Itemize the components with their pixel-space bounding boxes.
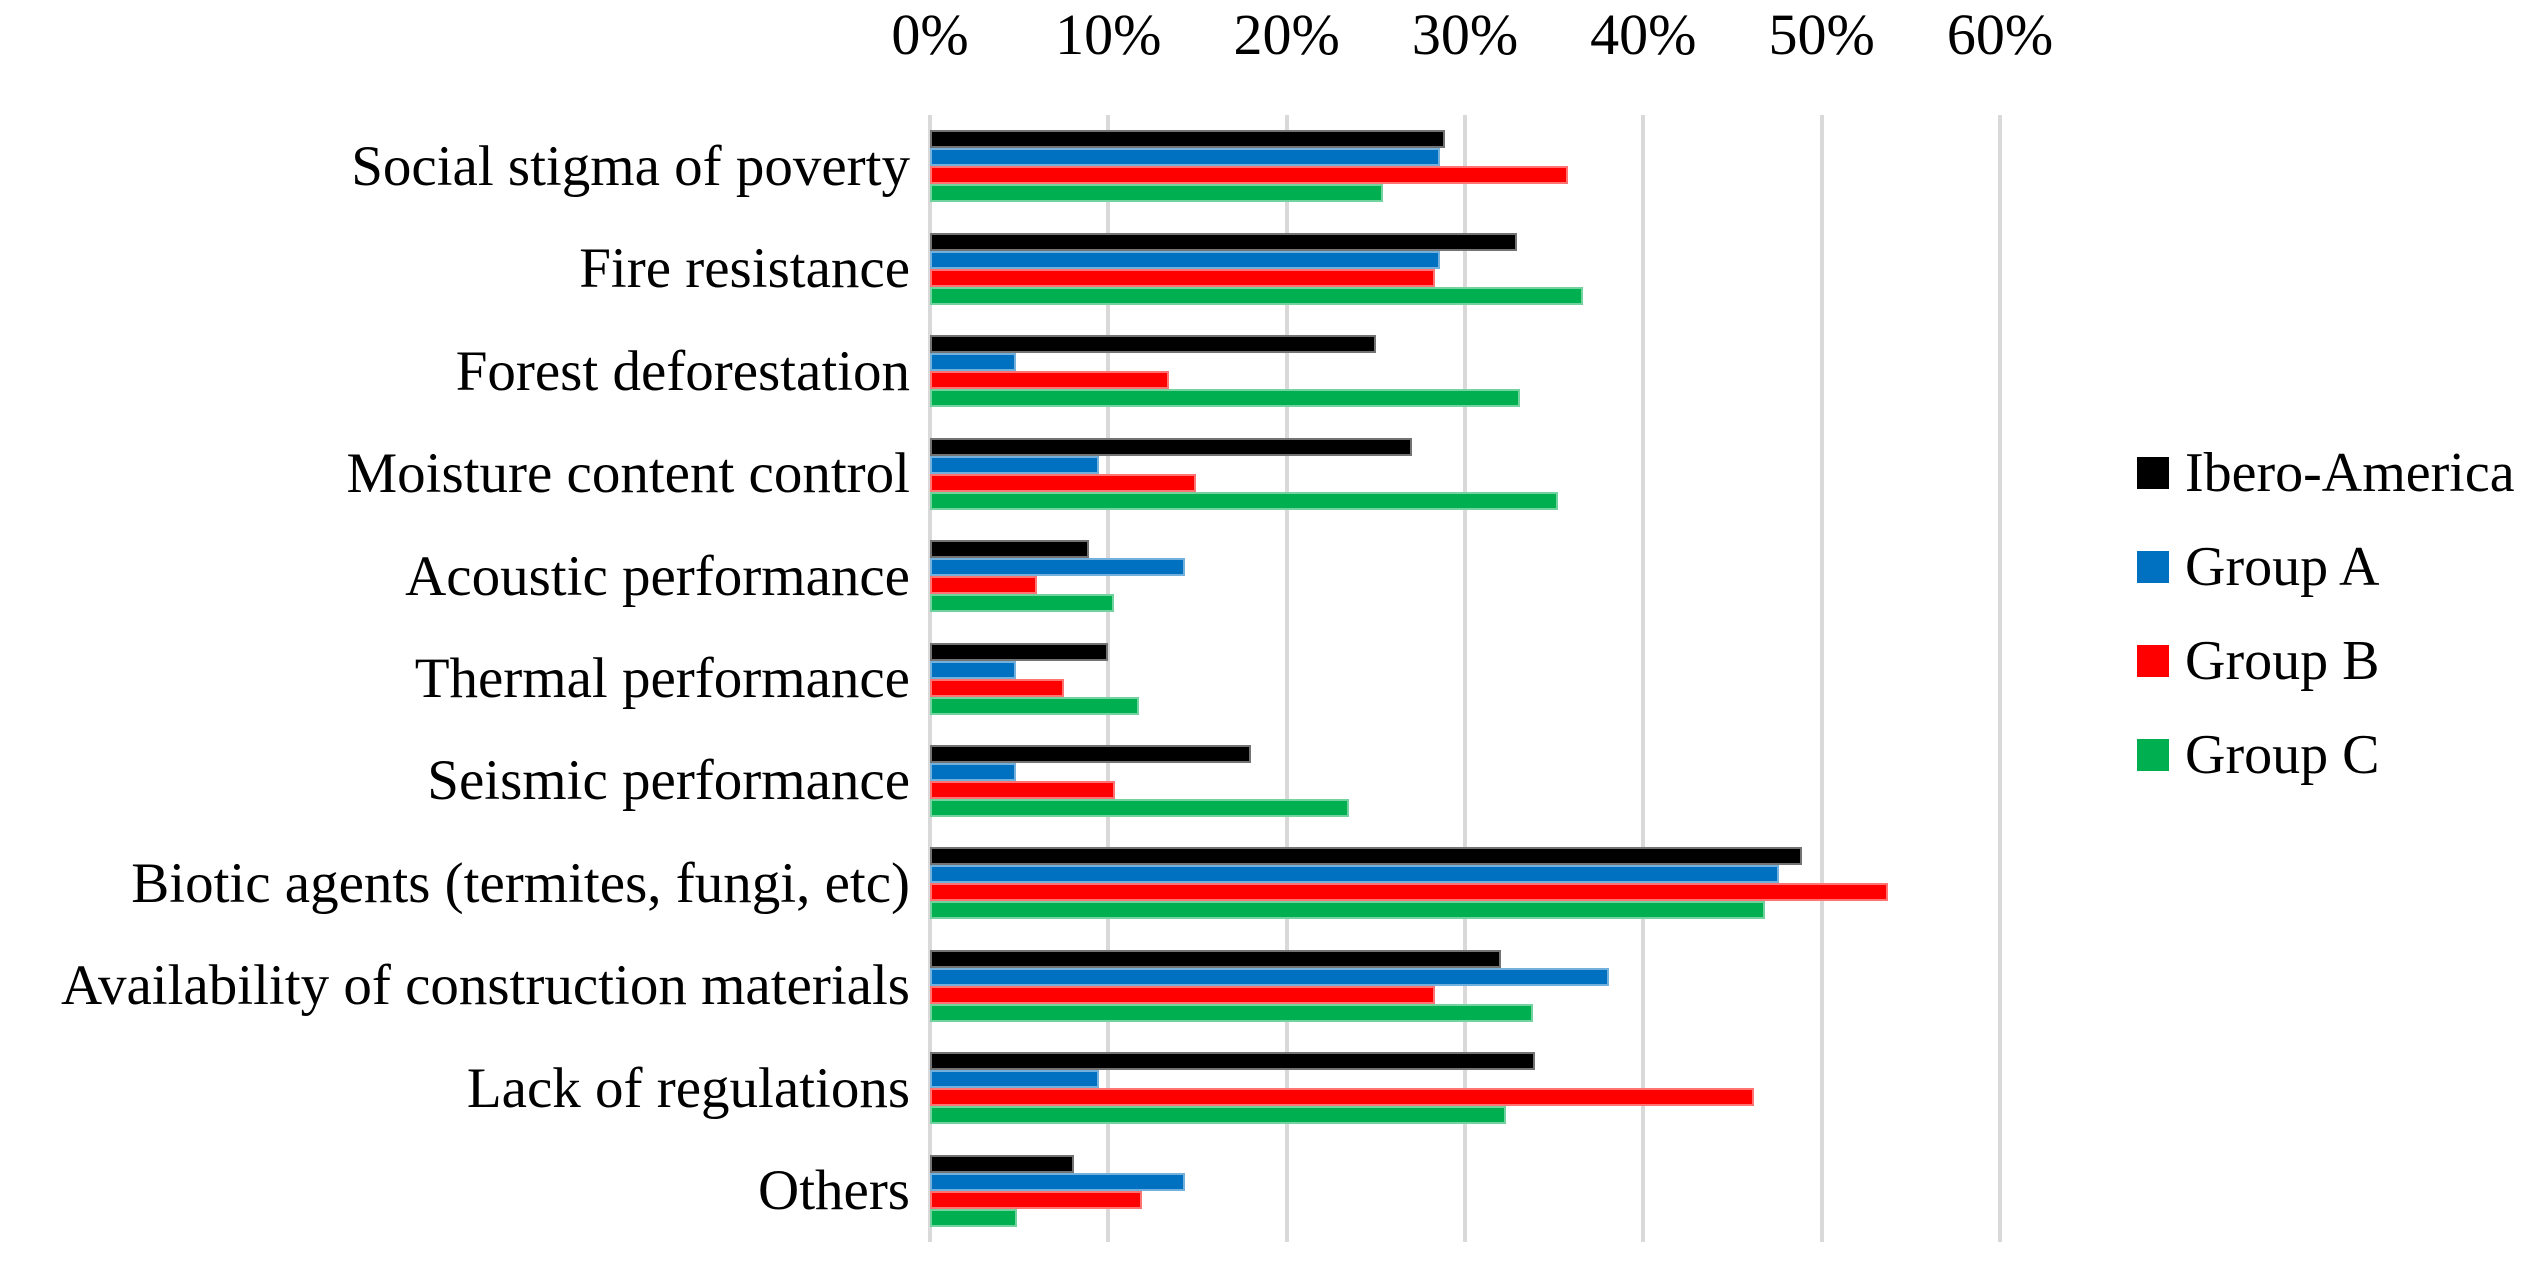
- category-label: Others: [758, 1159, 910, 1223]
- legend: Ibero-America Group A Group B Group C: [2137, 445, 2515, 783]
- gridline-10%: [1106, 115, 1111, 1242]
- legend-label: Group A: [2185, 536, 2380, 598]
- x-tick-label-20%: 20%: [1233, 2, 1340, 67]
- bar-ibero-america: [930, 437, 1412, 456]
- bar-group-c: [930, 1003, 1533, 1022]
- bar-group-c: [930, 184, 1383, 203]
- x-tick-label-40%: 40%: [1590, 2, 1697, 67]
- bar-group-c: [930, 1208, 1018, 1227]
- x-tick-label-60%: 60%: [1946, 2, 2054, 67]
- bar-group-c: [930, 594, 1114, 613]
- legend-item-group-b: Group B: [2137, 633, 2515, 689]
- bar-ibero-america: [930, 335, 1376, 354]
- legend-item-group-a: Group A: [2137, 539, 2515, 595]
- category-label: Thermal performance: [414, 646, 910, 710]
- gridline-60%: [1998, 115, 2002, 1242]
- bar-group-b: [930, 883, 1888, 902]
- bar-ibero-america: [930, 1154, 1075, 1173]
- bar-group-a: [930, 250, 1441, 269]
- gridline-30%: [1463, 115, 1467, 1242]
- bar-group-c: [930, 798, 1350, 817]
- bar-group-a: [930, 455, 1100, 474]
- bar-group-c: [930, 901, 1765, 920]
- gridline-50%: [1819, 115, 1824, 1242]
- bar-group-a: [930, 762, 1016, 781]
- legend-swatch-icon: [2137, 645, 2169, 677]
- legend-item-ibero-america: Ibero-America: [2137, 445, 2515, 501]
- category-label: Forest deforestation: [455, 339, 910, 403]
- bar-group-b: [930, 473, 1196, 492]
- bar-ibero-america: [930, 540, 1089, 559]
- bar-ibero-america: [930, 642, 1109, 661]
- legend-swatch-icon: [2137, 739, 2169, 771]
- bar-group-a: [930, 148, 1441, 167]
- category-label: Social stigma of poverty: [351, 134, 910, 198]
- category-label: Fire resistance: [579, 237, 910, 301]
- bar-group-b: [930, 1190, 1143, 1209]
- bar-group-a: [930, 967, 1610, 986]
- bar-group-a: [930, 558, 1186, 577]
- bar-group-c: [930, 286, 1583, 305]
- bar-group-a: [930, 1172, 1186, 1191]
- bar-group-b: [930, 371, 1169, 390]
- legend-label: Group B: [2185, 630, 2380, 692]
- bar-ibero-america: [930, 130, 1446, 149]
- bar-group-b: [930, 780, 1116, 799]
- bar-group-b: [930, 1088, 1754, 1107]
- bar-ibero-america: [930, 847, 1803, 866]
- bar-group-a: [930, 1070, 1100, 1089]
- bar-group-c: [930, 389, 1521, 408]
- x-tick-label-50%: 50%: [1768, 2, 1875, 67]
- category-label: Acoustic performance: [405, 544, 910, 608]
- bar-group-b: [930, 985, 1435, 1004]
- legend-label: Group C: [2185, 724, 2380, 786]
- legend-item-group-c: Group C: [2137, 727, 2515, 783]
- category-label: Moisture content control: [346, 442, 910, 506]
- bar-group-c: [930, 491, 1558, 510]
- bar-group-b: [930, 576, 1037, 595]
- bar-ibero-america: [930, 232, 1517, 251]
- category-label: Seismic performance: [427, 749, 910, 813]
- bar-ibero-america: [930, 949, 1501, 968]
- legend-label: Ibero-America: [2185, 442, 2515, 504]
- category-label: Biotic agents (termites, fungi, etc): [131, 851, 910, 915]
- x-tick-label-10%: 10%: [1055, 2, 1162, 67]
- legend-swatch-icon: [2137, 551, 2169, 583]
- bar-group-a: [930, 353, 1016, 372]
- gridline-20%: [1284, 115, 1289, 1242]
- bar-group-a: [930, 865, 1779, 884]
- x-tick-label-0%: 0%: [891, 2, 969, 67]
- x-tick-label-30%: 30%: [1411, 2, 1519, 67]
- category-label: Availability of construction materials: [61, 954, 910, 1018]
- bar-group-c: [930, 1106, 1507, 1125]
- bar-group-c: [930, 696, 1139, 715]
- legend-swatch-icon: [2137, 457, 2169, 489]
- bar-group-b: [930, 678, 1064, 697]
- bar-group-a: [930, 660, 1016, 679]
- category-label: Lack of regulations: [466, 1056, 910, 1120]
- bar-ibero-america: [930, 1052, 1535, 1071]
- bar-group-b: [930, 166, 1569, 185]
- bar-ibero-america: [930, 744, 1251, 763]
- gridline-40%: [1641, 115, 1646, 1242]
- bar-group-b: [930, 268, 1435, 287]
